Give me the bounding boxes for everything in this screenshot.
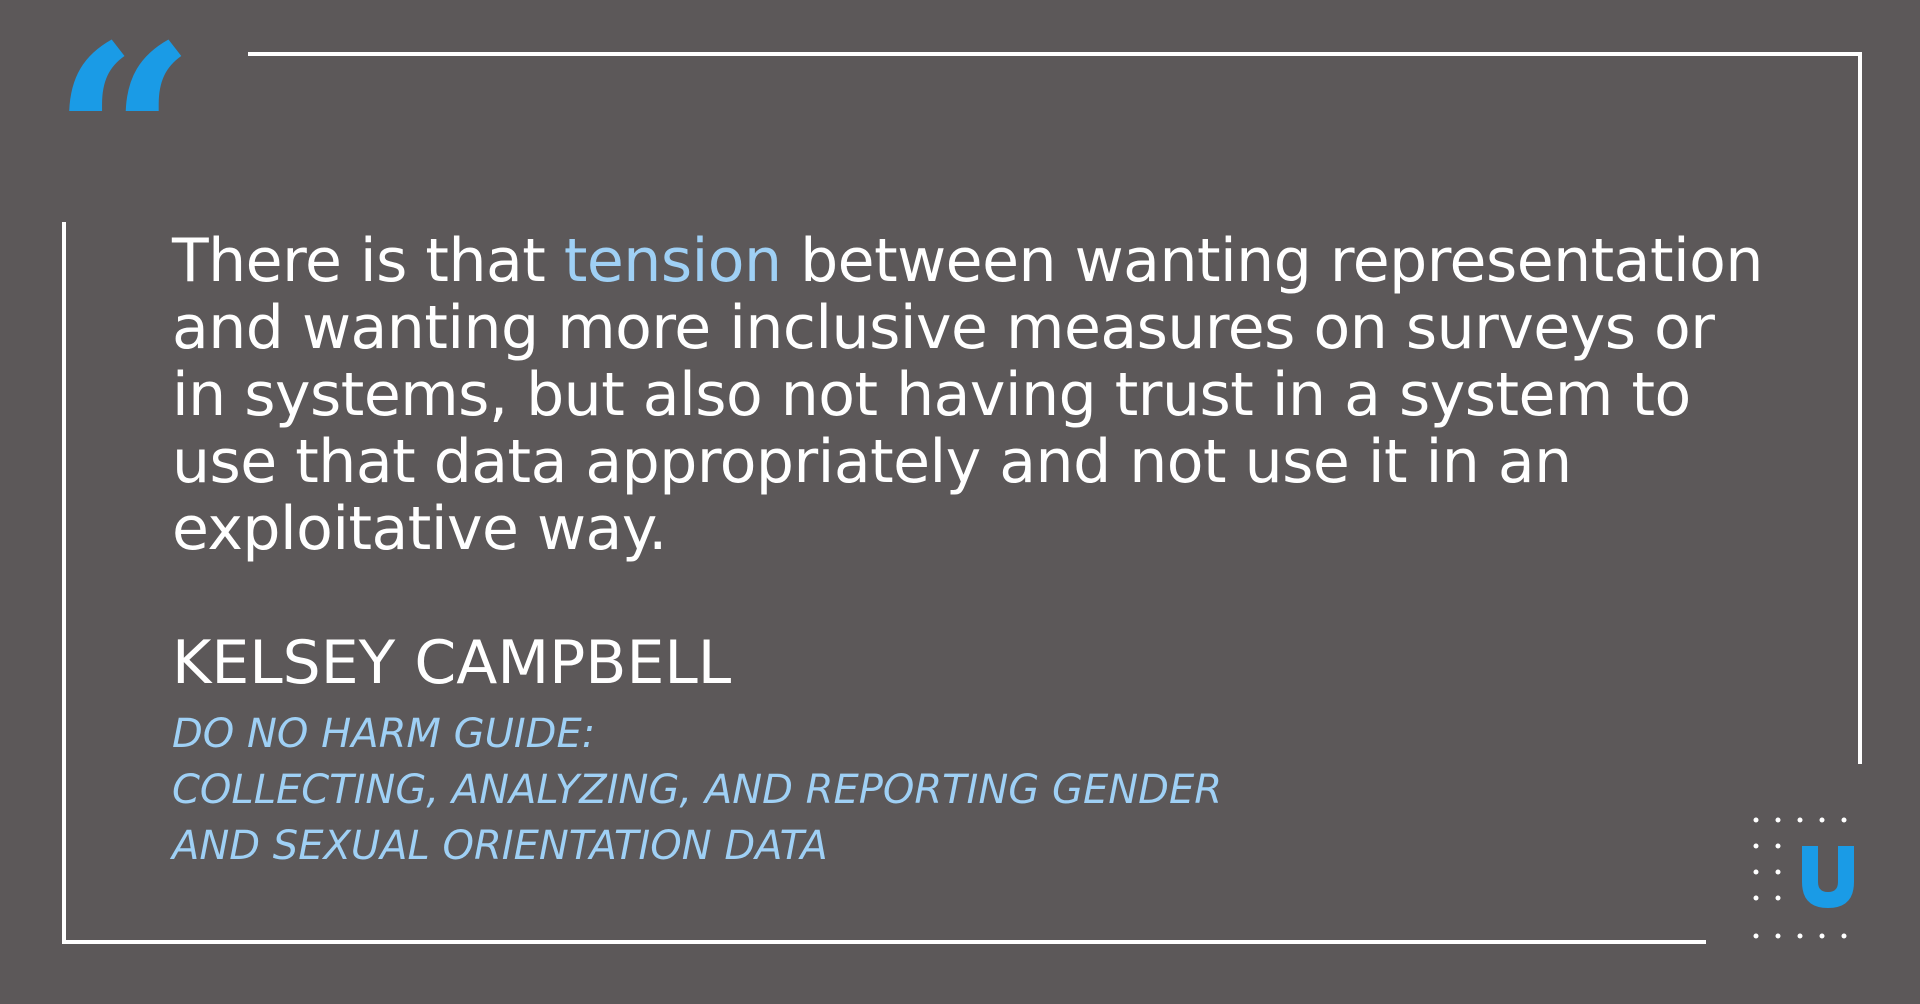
source-line: COLLECTING, ANALYZING, AND REPORTING GEN… [172, 767, 1223, 813]
quote-mark-icon: “ [52, 0, 196, 284]
quote-text: There is that tension between wanting re… [172, 228, 1772, 563]
frame-top-line [248, 52, 1862, 56]
urban-institute-logo-icon [1752, 816, 1864, 940]
quote-text-start: There is that [172, 226, 564, 296]
frame-left-line [62, 222, 66, 944]
quote-text-end: between wanting representation and wanti… [172, 226, 1763, 564]
source-title: DO NO HARM GUIDE: COLLECTING, ANALYZING,… [172, 706, 1222, 874]
frame-bottom-line [62, 940, 1706, 944]
frame-right-line [1858, 52, 1862, 764]
author-name: KELSEY CAMPBELL [172, 628, 732, 698]
source-line: DO NO HARM GUIDE: [172, 711, 596, 757]
quote-highlight: tension [563, 226, 782, 296]
source-line: AND SEXUAL ORIENTATION DATA [172, 823, 828, 869]
